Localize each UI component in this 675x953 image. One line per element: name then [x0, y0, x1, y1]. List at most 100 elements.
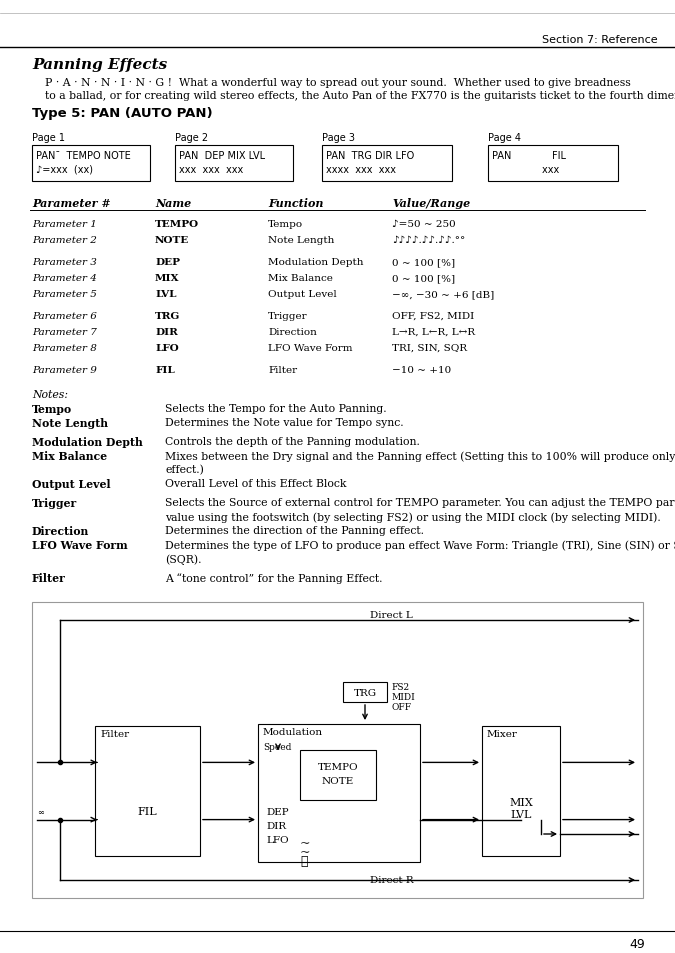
Text: ⌞: ⌞	[300, 854, 308, 867]
Text: ~: ~	[300, 845, 310, 858]
Text: Direct L: Direct L	[370, 610, 412, 619]
Text: Determines the direction of the Panning effect.: Determines the direction of the Panning …	[165, 525, 424, 536]
Text: Mix Balance: Mix Balance	[32, 451, 107, 461]
Text: ♪=xxx  (xx): ♪=xxx (xx)	[36, 165, 93, 174]
Text: Controls the depth of the Panning modulation.: Controls the depth of the Panning modula…	[165, 436, 420, 447]
Text: Note Length: Note Length	[268, 235, 334, 245]
Text: Mix Balance: Mix Balance	[268, 274, 333, 283]
Text: TEMPO: TEMPO	[155, 220, 199, 229]
Text: value using the footswitch (by selecting FS2) or using the MIDI clock (by select: value using the footswitch (by selecting…	[165, 512, 661, 522]
Text: Mixer: Mixer	[487, 729, 518, 739]
Text: Trigger: Trigger	[268, 312, 308, 320]
Text: Determines the Note value for Tempo sync.: Determines the Note value for Tempo sync…	[165, 417, 404, 428]
Text: A “tone control” for the Panning Effect.: A “tone control” for the Panning Effect.	[165, 573, 383, 583]
Text: Direction: Direction	[32, 525, 89, 537]
Bar	[175, 146, 293, 182]
Text: DEP: DEP	[155, 257, 180, 267]
Text: xxx: xxx	[492, 165, 560, 174]
Text: TEMPO: TEMPO	[318, 762, 358, 772]
Text: (SQR).: (SQR).	[165, 554, 202, 564]
Text: MIDI: MIDI	[391, 692, 414, 701]
Text: ~: ~	[300, 836, 310, 849]
Text: Parameter 1: Parameter 1	[32, 220, 97, 229]
Text: Overall Level of this Effect Block: Overall Level of this Effect Block	[165, 478, 346, 489]
Text: Selects the Source of external control for TEMPO parameter. You can adjust the T: Selects the Source of external control f…	[165, 497, 675, 507]
Text: Parameter 6: Parameter 6	[32, 312, 97, 320]
Text: effect.): effect.)	[165, 464, 204, 475]
Text: Filter: Filter	[268, 366, 297, 375]
Bar	[258, 724, 420, 862]
Text: Parameter 4: Parameter 4	[32, 274, 97, 283]
Text: PAN             FIL: PAN FIL	[492, 151, 566, 161]
Text: FIL: FIL	[138, 806, 157, 816]
Text: Speed: Speed	[263, 742, 292, 751]
Text: TRG: TRG	[354, 688, 377, 697]
Bar	[95, 726, 200, 856]
Text: TRI, SIN, SQR: TRI, SIN, SQR	[392, 344, 467, 353]
Text: Mixes between the Dry signal and the Panning effect (Setting this to 100% will p: Mixes between the Dry signal and the Pan…	[165, 451, 675, 461]
Text: Panning Effects: Panning Effects	[32, 58, 167, 71]
Text: Parameter 5: Parameter 5	[32, 290, 97, 298]
Text: ∞: ∞	[37, 808, 44, 816]
Text: Direction: Direction	[268, 328, 317, 336]
Text: LFO Wave Form: LFO Wave Form	[268, 344, 352, 353]
Text: NOTE: NOTE	[322, 777, 354, 785]
Text: Direct R: Direct R	[370, 875, 414, 884]
Text: Filter: Filter	[32, 573, 66, 583]
Text: Parameter 8: Parameter 8	[32, 344, 97, 353]
Text: FIL: FIL	[155, 366, 175, 375]
Text: ♪=50 ~ 250: ♪=50 ~ 250	[392, 220, 456, 229]
Text: −10 ~ +10: −10 ~ +10	[392, 366, 452, 375]
Text: Function: Function	[268, 198, 323, 209]
Text: TRG: TRG	[155, 312, 180, 320]
Text: Determines the type of LFO to produce pan effect Wave Form: Triangle (TRI), Sine: Determines the type of LFO to produce pa…	[165, 539, 675, 550]
Bar	[488, 146, 618, 182]
Text: Parameter 2: Parameter 2	[32, 235, 97, 245]
Text: DEP: DEP	[266, 807, 289, 816]
Text: Name: Name	[155, 198, 191, 209]
Text: 0 ~ 100 [%]: 0 ~ 100 [%]	[392, 257, 455, 267]
Text: LFO: LFO	[155, 344, 179, 353]
Text: Notes:: Notes:	[32, 390, 68, 399]
Text: Parameter 3: Parameter 3	[32, 257, 97, 267]
Text: LFO Wave Form: LFO Wave Form	[32, 539, 128, 551]
Bar	[322, 146, 452, 182]
Text: Value/Range: Value/Range	[392, 198, 470, 209]
Text: L→R, L←R, L↔R: L→R, L←R, L↔R	[392, 328, 475, 336]
Bar	[32, 146, 150, 182]
Bar	[343, 682, 387, 702]
Text: Parameter 9: Parameter 9	[32, 366, 97, 375]
Text: LVL: LVL	[155, 290, 176, 298]
Text: Page 4: Page 4	[488, 132, 521, 143]
Text: to a ballad, or for creating wild stereo effects, the Auto Pan of the FX770 is t: to a ballad, or for creating wild stereo…	[45, 91, 675, 101]
Bar	[32, 602, 643, 898]
Text: DIR: DIR	[155, 328, 178, 336]
Text: OFF: OFF	[391, 702, 411, 711]
Text: Trigger: Trigger	[32, 497, 77, 509]
Text: Output Level: Output Level	[268, 290, 337, 298]
Text: Tempo: Tempo	[32, 403, 72, 415]
Text: Tempo: Tempo	[268, 220, 303, 229]
Text: DIR: DIR	[266, 821, 286, 830]
Text: Note Length: Note Length	[32, 417, 108, 429]
Text: LFO: LFO	[266, 835, 289, 844]
Text: Selects the Tempo for the Auto Panning.: Selects the Tempo for the Auto Panning.	[165, 403, 387, 414]
Text: P · A · N · N · I · N · G !  What a wonderful way to spread out your sound.  Whe: P · A · N · N · I · N · G ! What a wonde…	[45, 78, 630, 88]
Text: MIX
LVL: MIX LVL	[509, 798, 533, 819]
Text: MIX: MIX	[155, 274, 180, 283]
Bar	[300, 750, 376, 801]
Text: PAN  TRG DIR LFO: PAN TRG DIR LFO	[326, 151, 414, 161]
Text: Output Level: Output Level	[32, 478, 111, 490]
Bar	[482, 726, 560, 856]
Text: Section 7: Reference: Section 7: Reference	[543, 35, 658, 45]
Text: 49: 49	[629, 937, 645, 950]
Text: ♪♪♪♪.♪♪.♪♪.°°: ♪♪♪♪.♪♪.♪♪.°°	[392, 235, 465, 245]
Text: Modulation Depth: Modulation Depth	[268, 257, 364, 267]
Text: Type 5: PAN (AUTO PAN): Type 5: PAN (AUTO PAN)	[32, 107, 213, 120]
Text: Modulation: Modulation	[263, 727, 323, 737]
Text: Page 1: Page 1	[32, 132, 65, 143]
Text: xxx  xxx  xxx: xxx xxx xxx	[179, 165, 243, 174]
Text: Modulation Depth: Modulation Depth	[32, 436, 142, 448]
Text: Parameter 7: Parameter 7	[32, 328, 97, 336]
Text: Page 2: Page 2	[175, 132, 208, 143]
